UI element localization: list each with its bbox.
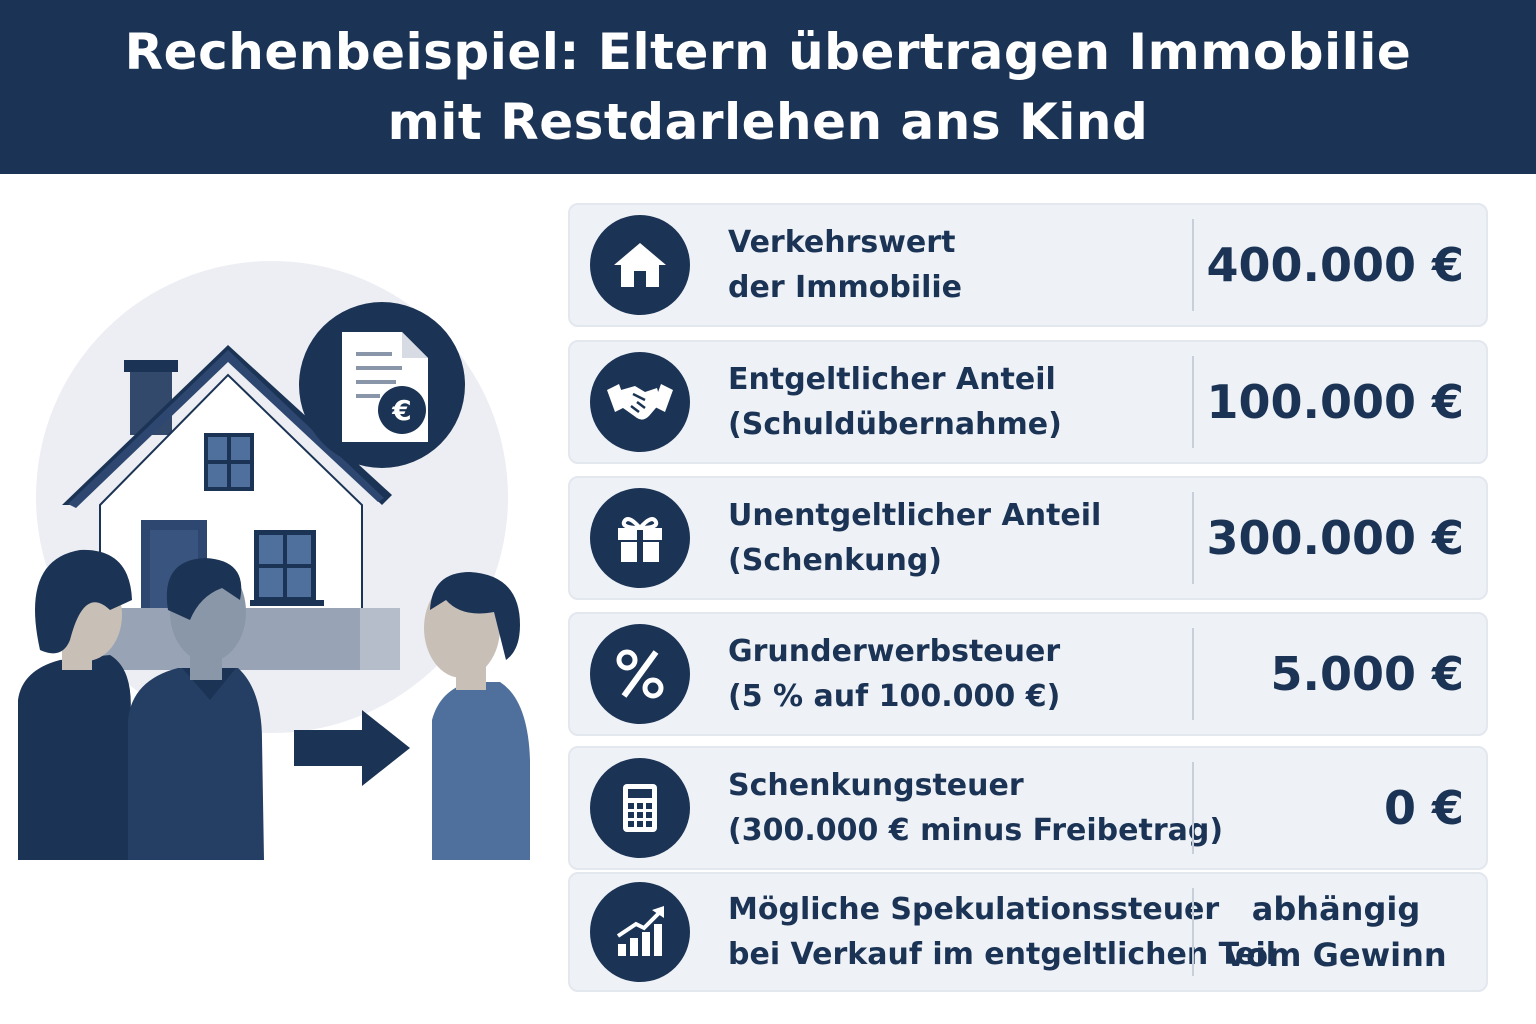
row-label: Verkehrswert der Immobilie bbox=[728, 225, 963, 305]
row-unentgeltlicher-anteil: Unentgeltlicher Anteil (Schenkung) 300.0… bbox=[568, 476, 1488, 600]
handshake-icon bbox=[590, 352, 690, 452]
row-label: Entgeltlicher Anteil (Schuldübernahme) bbox=[728, 362, 1062, 442]
row-grunderwerbsteuer: Grunderwerbsteuer (5 % auf 100.000 €) 5.… bbox=[568, 612, 1488, 736]
child-figure bbox=[424, 572, 530, 860]
row-value: 0 € bbox=[1383, 781, 1464, 835]
divider bbox=[1192, 219, 1194, 311]
row-spekulationssteuer: Mögliche Spekulationssteuer bei Verkauf … bbox=[568, 872, 1488, 992]
page-title-line-2: mit Restdarlehen ans Kind bbox=[387, 93, 1149, 151]
gift-icon bbox=[590, 488, 690, 588]
row-label: Unentgeltlicher Anteil (Schenkung) bbox=[728, 498, 1102, 578]
row-value: 5.000 € bbox=[1270, 647, 1464, 701]
row-value: 100.000 € bbox=[1206, 375, 1464, 429]
page-title-line-1: Rechenbeispiel: Eltern übertragen Immobi… bbox=[124, 23, 1412, 81]
row-label: Mögliche Spekulationssteuer bei Verkauf … bbox=[728, 892, 1277, 972]
row-schenkungsteuer: Schenkungsteuer (300.000 € minus Freibet… bbox=[568, 746, 1488, 870]
house-icon bbox=[590, 215, 690, 315]
chart-growth-icon bbox=[590, 882, 690, 982]
divider bbox=[1192, 356, 1194, 448]
row-label: Grunderwerbsteuer (5 % auf 100.000 €) bbox=[728, 634, 1061, 714]
divider bbox=[1192, 888, 1194, 976]
transfer-illustration: € bbox=[18, 261, 530, 860]
divider bbox=[1192, 628, 1194, 720]
parent-man-figure bbox=[128, 558, 264, 860]
row-verkehrswert: Verkehrswert der Immobilie 400.000 € bbox=[568, 203, 1488, 327]
divider bbox=[1192, 492, 1194, 584]
arrow-right-icon bbox=[294, 710, 410, 786]
document-euro-icon: € bbox=[299, 302, 465, 468]
row-entgeltlicher-anteil: Entgeltlicher Anteil (Schuldübernahme) 1… bbox=[568, 340, 1488, 464]
euro-symbol: € bbox=[391, 394, 411, 427]
row-value: abhängig vom Gewinn bbox=[1225, 890, 1447, 974]
row-value: 400.000 € bbox=[1206, 238, 1464, 292]
percent-icon bbox=[590, 624, 690, 724]
divider bbox=[1192, 762, 1194, 854]
calculator-icon bbox=[590, 758, 690, 858]
row-label: Schenkungsteuer (300.000 € minus Freibet… bbox=[728, 768, 1224, 848]
row-value: 300.000 € bbox=[1206, 511, 1464, 565]
page-header: Rechenbeispiel: Eltern übertragen Immobi… bbox=[0, 0, 1536, 174]
parent-woman-figure bbox=[18, 549, 132, 860]
